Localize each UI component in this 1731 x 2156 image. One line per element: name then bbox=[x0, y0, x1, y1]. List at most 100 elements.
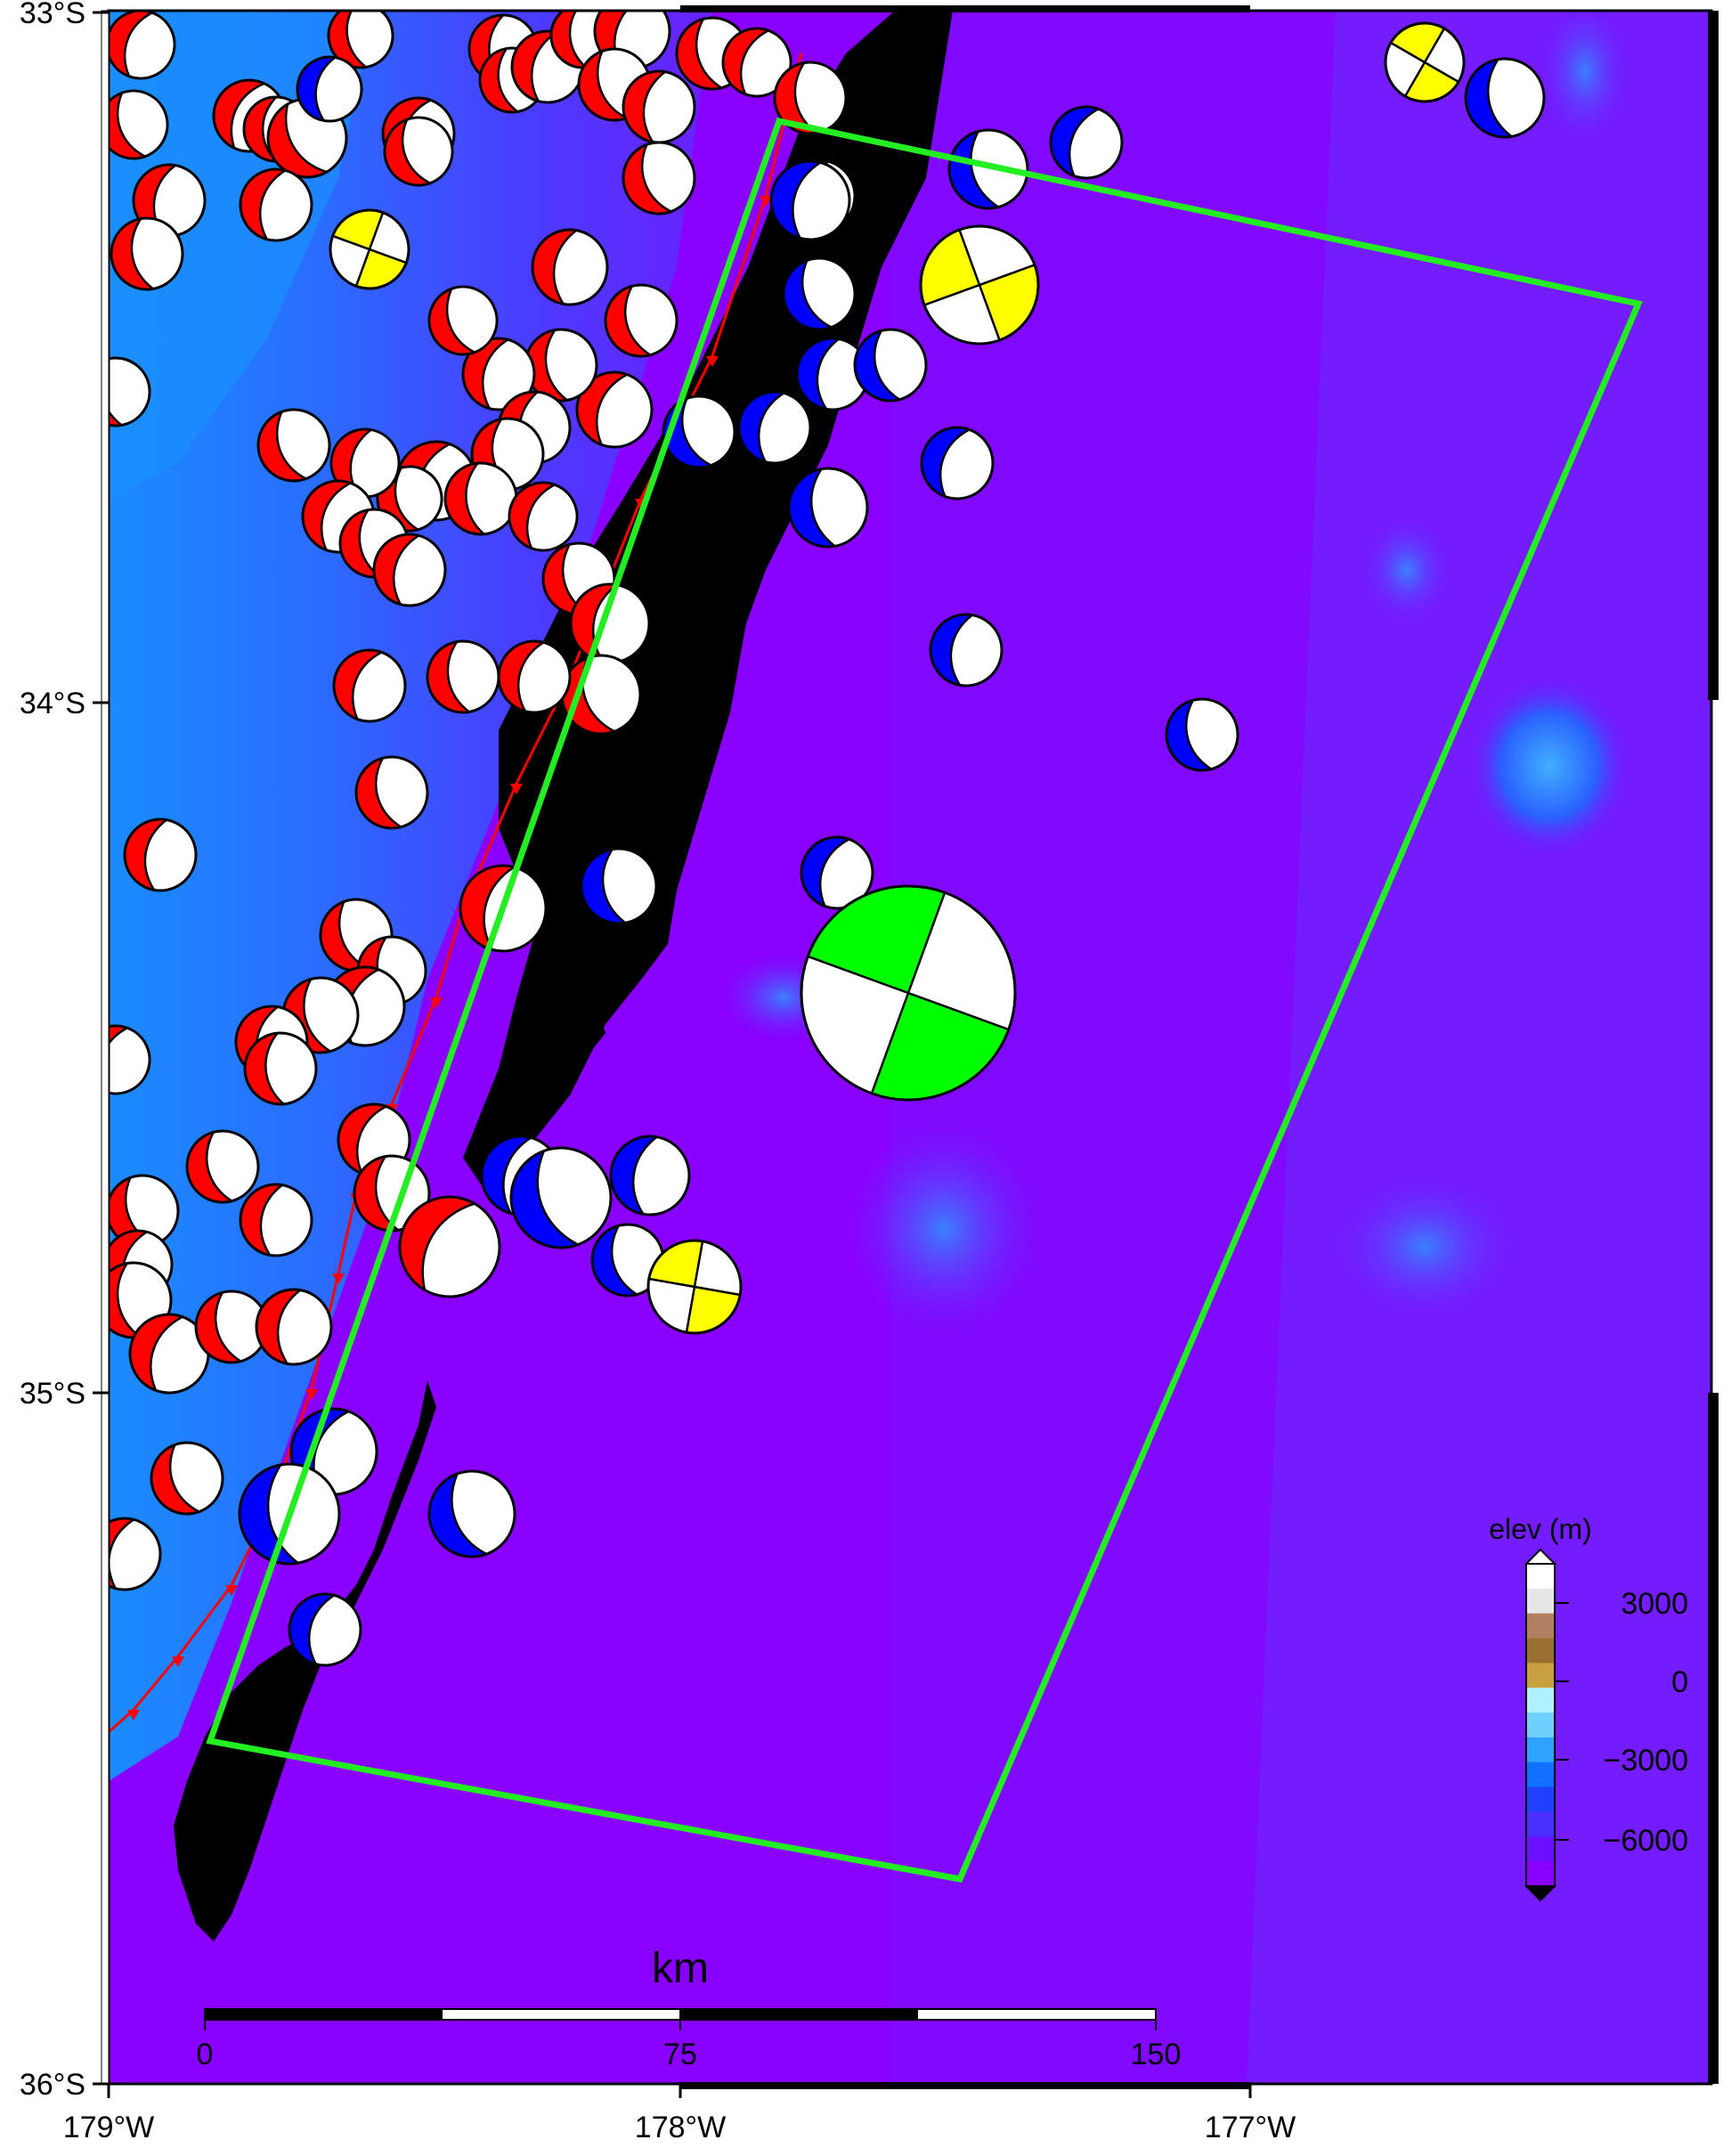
focal-mechanism bbox=[947, 128, 1029, 210]
lat-label: 36°S bbox=[20, 2068, 85, 2102]
colorbar-block bbox=[1526, 1588, 1555, 1615]
focal-mechanism bbox=[919, 224, 1040, 346]
colorbar-block bbox=[1526, 1761, 1555, 1788]
colorbar-block bbox=[1526, 1737, 1555, 1763]
trench-tooth bbox=[510, 784, 523, 794]
focal-mechanism bbox=[622, 69, 696, 144]
focal-mechanism bbox=[332, 648, 407, 723]
lon-label: 178°W bbox=[635, 2111, 726, 2144]
colorbar-block bbox=[1526, 1713, 1555, 1738]
focal-mechanism bbox=[769, 159, 851, 241]
lat-label: 33°S bbox=[20, 0, 85, 30]
colorbar-block bbox=[1526, 1688, 1555, 1713]
lon-label: 179°W bbox=[63, 2111, 154, 2144]
focal-mechanism bbox=[110, 216, 184, 291]
ridge-south bbox=[174, 1380, 436, 1941]
focal-mechanism bbox=[288, 1592, 362, 1667]
focal-mechanism bbox=[239, 167, 313, 242]
trench-tooth bbox=[332, 1273, 345, 1284]
colorbar-block bbox=[1526, 1836, 1555, 1862]
focal-mechanism bbox=[782, 256, 857, 331]
colorbar-title: elev (m) bbox=[1489, 1513, 1592, 1545]
focal-mechanism bbox=[256, 408, 331, 483]
trench-tooth bbox=[706, 356, 719, 367]
map-area bbox=[109, 11, 1711, 2084]
trench-tooth bbox=[430, 997, 443, 1008]
focal-mechanism bbox=[109, 1174, 180, 1249]
focal-mechanism bbox=[185, 1129, 260, 1204]
focal-mechanism bbox=[531, 228, 609, 306]
focal-mechanism bbox=[662, 395, 736, 469]
focal-mechanism bbox=[590, 1223, 665, 1298]
focal-mechanism bbox=[255, 1288, 333, 1366]
seamount bbox=[1469, 677, 1629, 855]
focal-mechanism bbox=[497, 639, 572, 714]
focal-mechanism bbox=[800, 835, 874, 910]
scale-bar-title: km bbox=[652, 1945, 709, 1992]
colorbar-block bbox=[1526, 1613, 1555, 1639]
focal-mechanism bbox=[1049, 105, 1124, 180]
seamount bbox=[1336, 1176, 1514, 1318]
colorbar-tick: −3000 bbox=[1604, 1744, 1689, 1778]
focal-mechanism bbox=[773, 61, 848, 135]
frame-ticks bbox=[93, 11, 1252, 2098]
focal-mechanism bbox=[398, 1195, 501, 1298]
focal-mechanism bbox=[508, 481, 579, 552]
focal-mechanism bbox=[920, 426, 995, 500]
colorbar-tick: 3000 bbox=[1621, 1587, 1688, 1621]
colorbar-block bbox=[1526, 1638, 1555, 1664]
focal-mechanisms bbox=[109, 11, 1546, 1667]
focal-mechanism bbox=[123, 818, 198, 892]
focal-mechanism bbox=[609, 1135, 691, 1216]
focal-mechanism bbox=[524, 328, 598, 403]
scale-tick-label: 75 bbox=[663, 2038, 697, 2071]
focal-mechanism bbox=[109, 89, 169, 160]
focal-mechanism bbox=[604, 283, 679, 358]
focal-mechanism bbox=[327, 11, 394, 69]
scale-bar: km 0 75 150 bbox=[197, 1945, 1182, 2071]
focal-mechanism bbox=[426, 639, 500, 714]
colorbar-block bbox=[1526, 1786, 1555, 1812]
focal-mechanism bbox=[427, 1469, 516, 1558]
seamount bbox=[846, 1122, 1042, 1336]
colorbar-block bbox=[1526, 1811, 1555, 1837]
focal-mechanism bbox=[239, 1183, 313, 1257]
focal-mechanism bbox=[509, 1146, 613, 1249]
focal-mechanism bbox=[800, 884, 1017, 1102]
focal-mechanism bbox=[150, 1441, 224, 1516]
focal-mechanism bbox=[461, 337, 536, 411]
focal-mechanism bbox=[795, 337, 870, 411]
trench-tooth bbox=[305, 1389, 318, 1400]
focal-mechanism bbox=[1165, 697, 1239, 772]
trench-tooth bbox=[127, 1710, 140, 1721]
seamount bbox=[1362, 517, 1451, 623]
focal-mechanism bbox=[580, 847, 658, 925]
lat-label: 35°S bbox=[20, 1377, 85, 1411]
scale-tick-label: 0 bbox=[197, 2038, 214, 2071]
focal-mechanism bbox=[622, 141, 696, 216]
study-area-box bbox=[206, 117, 1643, 1883]
elevation-colorbar: elev (m) 3000 0 −3000 −6000 bbox=[1489, 1513, 1689, 1902]
focal-mechanism bbox=[109, 1517, 162, 1591]
focal-mechanism bbox=[646, 1239, 743, 1335]
trench-tooth bbox=[760, 196, 772, 207]
lon-label: 177°W bbox=[1205, 2111, 1296, 2144]
focal-mechanism bbox=[853, 328, 928, 403]
focal-mechanism bbox=[427, 285, 499, 356]
focal-mechanism bbox=[329, 208, 410, 290]
colorbar-block bbox=[1526, 1861, 1555, 1887]
focal-mechanism bbox=[787, 467, 869, 549]
colorbar-block bbox=[1526, 1564, 1555, 1590]
focal-mechanism bbox=[109, 11, 176, 80]
focal-mechanism bbox=[372, 533, 447, 607]
focal-mechanism bbox=[737, 390, 812, 465]
focal-mechanism bbox=[243, 1031, 318, 1106]
scale-tick-label: 150 bbox=[1131, 2038, 1182, 2071]
trench-tooth bbox=[225, 1585, 238, 1596]
trench-tooth bbox=[172, 1656, 184, 1667]
focal-mechanism bbox=[128, 1313, 210, 1395]
lat-label: 34°S bbox=[20, 687, 85, 720]
focal-mechanism bbox=[1384, 21, 1466, 103]
